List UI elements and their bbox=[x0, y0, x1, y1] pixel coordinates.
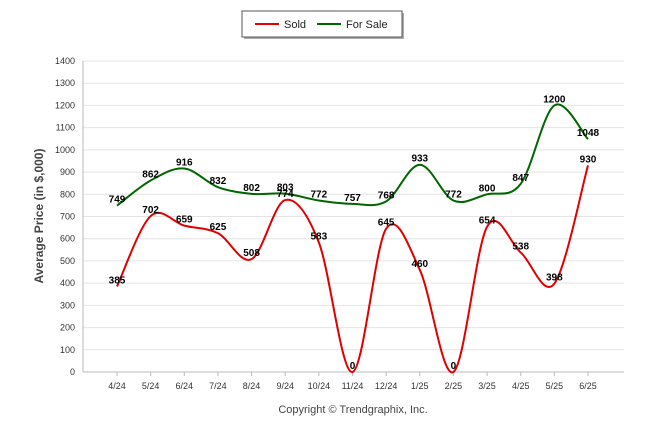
data-label-sold: 583 bbox=[311, 231, 328, 242]
x-tick-label: 4/24 bbox=[108, 381, 126, 391]
data-label-for-sale: 757 bbox=[344, 193, 361, 204]
series-line-sold bbox=[116, 165, 589, 374]
data-label-sold: 654 bbox=[479, 216, 496, 227]
data-label-for-sale: 800 bbox=[479, 183, 496, 194]
data-label-sold: 538 bbox=[512, 241, 529, 252]
x-tick-label: 6/24 bbox=[176, 381, 194, 391]
y-tick-label: 1000 bbox=[55, 145, 75, 155]
data-label-for-sale: 1200 bbox=[543, 94, 566, 105]
y-tick-label: 100 bbox=[60, 345, 75, 355]
copyright-footer: Copyright © Trendgraphix, Inc. bbox=[278, 404, 427, 416]
data-label-sold: 645 bbox=[378, 218, 395, 229]
data-label-for-sale: 768 bbox=[378, 190, 395, 201]
x-tick-label: 2/25 bbox=[445, 381, 463, 391]
series-line-for-sale bbox=[116, 103, 589, 207]
y-tick-label: 500 bbox=[60, 256, 75, 266]
data-label-sold: 385 bbox=[109, 275, 126, 286]
data-label-for-sale: 916 bbox=[176, 158, 193, 169]
data-label-for-sale: 803 bbox=[277, 183, 294, 194]
data-label-sold: 930 bbox=[580, 154, 597, 165]
x-tick-label: 4/25 bbox=[512, 381, 530, 391]
x-tick-label: 5/25 bbox=[546, 381, 564, 391]
data-label-for-sale: 802 bbox=[243, 183, 260, 194]
x-tick-label: 8/24 bbox=[243, 381, 261, 391]
data-label-sold: 625 bbox=[210, 222, 227, 233]
x-tick-label: 3/25 bbox=[478, 381, 496, 391]
x-tick-label: 6/25 bbox=[579, 381, 597, 391]
y-tick-label: 300 bbox=[60, 300, 75, 310]
data-label-sold: 508 bbox=[243, 248, 260, 259]
legend-label-for-sale: For Sale bbox=[346, 19, 388, 31]
data-label-sold: 774 bbox=[277, 189, 294, 200]
data-label-sold: 0 bbox=[451, 361, 457, 372]
x-tick-label: 7/24 bbox=[209, 381, 227, 391]
y-tick-label: 700 bbox=[60, 212, 75, 222]
y-tick-label: 400 bbox=[60, 278, 75, 288]
data-label-for-sale: 1048 bbox=[577, 128, 600, 139]
x-tick-label: 5/24 bbox=[142, 381, 160, 391]
y-tick-label: 200 bbox=[60, 323, 75, 333]
y-tick-label: 1300 bbox=[55, 78, 75, 88]
data-label-sold: 659 bbox=[176, 215, 193, 226]
y-axis-label: Average Price (in $,000) bbox=[32, 149, 46, 284]
data-label-for-sale: 933 bbox=[411, 154, 428, 165]
y-tick-label: 1200 bbox=[55, 100, 75, 110]
data-label-for-sale: 847 bbox=[512, 173, 529, 184]
data-label-sold: 0 bbox=[350, 361, 356, 372]
x-tick-label: 1/25 bbox=[411, 381, 429, 391]
data-label-for-sale: 772 bbox=[445, 190, 462, 201]
data-label-for-sale: 772 bbox=[311, 190, 328, 201]
data-label-sold: 702 bbox=[142, 205, 159, 216]
data-label-for-sale: 832 bbox=[210, 176, 227, 187]
data-label-for-sale: 749 bbox=[109, 195, 126, 206]
data-label-sold: 398 bbox=[546, 273, 563, 284]
legend-label-sold: Sold bbox=[284, 19, 306, 31]
y-tick-label: 1400 bbox=[55, 56, 75, 66]
data-label-for-sale: 862 bbox=[142, 170, 159, 181]
legend: Sold For Sale bbox=[241, 10, 404, 39]
y-tick-label: 800 bbox=[60, 189, 75, 199]
data-label-sold: 460 bbox=[411, 259, 428, 270]
x-tick-label: 10/24 bbox=[308, 381, 331, 391]
y-tick-label: 600 bbox=[60, 234, 75, 244]
y-tick-label: 1100 bbox=[56, 123, 75, 133]
x-tick-label: 11/24 bbox=[342, 381, 364, 391]
y-tick-label: 0 bbox=[70, 367, 75, 377]
y-tick-label: 900 bbox=[60, 167, 75, 177]
x-tick-label: 12/24 bbox=[375, 381, 398, 391]
x-tick-label: 9/24 bbox=[276, 381, 294, 391]
